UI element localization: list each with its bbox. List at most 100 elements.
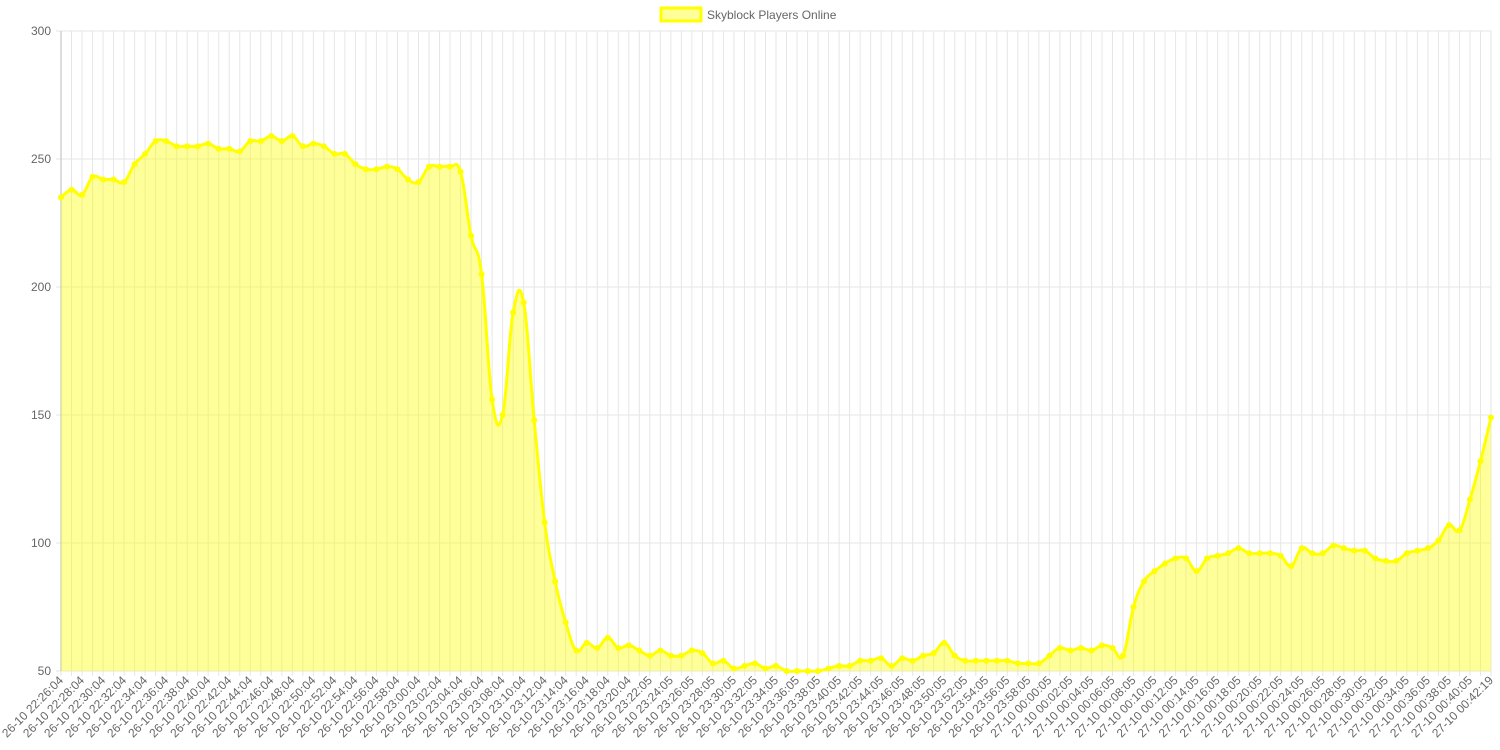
point bbox=[436, 163, 443, 170]
point bbox=[888, 662, 895, 669]
point bbox=[625, 642, 632, 649]
point bbox=[867, 657, 874, 664]
point bbox=[1477, 458, 1484, 465]
point bbox=[1256, 550, 1263, 557]
point bbox=[636, 647, 643, 654]
point bbox=[352, 161, 359, 168]
point bbox=[1204, 555, 1211, 562]
point bbox=[583, 639, 590, 646]
point bbox=[699, 650, 706, 657]
point bbox=[520, 299, 527, 306]
point bbox=[1445, 522, 1452, 529]
point bbox=[678, 652, 685, 659]
point bbox=[163, 138, 170, 145]
point bbox=[1488, 414, 1494, 421]
point bbox=[131, 161, 138, 168]
point bbox=[1056, 644, 1063, 651]
point bbox=[1183, 555, 1190, 562]
point bbox=[489, 396, 496, 403]
point bbox=[1077, 644, 1084, 651]
y-tick-label: 100 bbox=[31, 536, 51, 550]
point bbox=[951, 652, 958, 659]
point bbox=[247, 138, 254, 145]
point bbox=[1014, 660, 1021, 667]
point bbox=[1351, 547, 1358, 554]
point bbox=[1361, 547, 1368, 554]
point bbox=[962, 657, 969, 664]
point bbox=[373, 166, 380, 173]
point bbox=[815, 668, 822, 674]
point bbox=[993, 657, 1000, 664]
point bbox=[1151, 568, 1158, 575]
point bbox=[773, 662, 779, 669]
point bbox=[1277, 552, 1284, 559]
point bbox=[1025, 660, 1032, 667]
point bbox=[846, 662, 853, 669]
point bbox=[1246, 550, 1253, 557]
point bbox=[415, 179, 422, 186]
point bbox=[751, 660, 758, 667]
point bbox=[268, 132, 275, 139]
point bbox=[1130, 604, 1137, 610]
point bbox=[152, 138, 159, 145]
point bbox=[1466, 496, 1473, 503]
point bbox=[941, 639, 948, 646]
point bbox=[1267, 550, 1274, 557]
point bbox=[383, 163, 390, 170]
point bbox=[573, 647, 580, 654]
point bbox=[741, 662, 748, 669]
point bbox=[804, 668, 811, 674]
point bbox=[762, 665, 769, 672]
point bbox=[1067, 647, 1074, 654]
point bbox=[468, 232, 475, 239]
point bbox=[720, 657, 727, 664]
point bbox=[1414, 547, 1421, 554]
point bbox=[1046, 652, 1053, 659]
point bbox=[562, 619, 569, 626]
point bbox=[58, 194, 64, 201]
point bbox=[1235, 545, 1242, 552]
point bbox=[1088, 647, 1095, 654]
point bbox=[121, 179, 128, 186]
point bbox=[331, 150, 338, 157]
point bbox=[1162, 560, 1169, 567]
legend-label: Skyblock Players Online bbox=[707, 8, 837, 22]
point bbox=[688, 647, 695, 654]
point bbox=[426, 163, 433, 170]
point bbox=[920, 652, 927, 659]
point bbox=[510, 309, 517, 316]
y-tick-label: 250 bbox=[31, 152, 51, 166]
point bbox=[1214, 552, 1221, 559]
point bbox=[594, 644, 601, 651]
point bbox=[794, 668, 801, 674]
point bbox=[310, 140, 317, 147]
point bbox=[320, 143, 327, 150]
point bbox=[236, 148, 243, 155]
point bbox=[110, 176, 117, 183]
point bbox=[457, 168, 464, 175]
point bbox=[783, 668, 790, 674]
point bbox=[478, 271, 485, 278]
point bbox=[215, 145, 222, 152]
point bbox=[341, 150, 348, 157]
point bbox=[1172, 555, 1179, 562]
point bbox=[299, 143, 306, 150]
point bbox=[1298, 545, 1305, 552]
point bbox=[1035, 660, 1042, 667]
point bbox=[857, 657, 864, 664]
point bbox=[447, 163, 454, 170]
point bbox=[1435, 537, 1442, 544]
point bbox=[604, 634, 611, 641]
point bbox=[646, 652, 653, 659]
point bbox=[194, 143, 201, 150]
point bbox=[257, 138, 264, 145]
point bbox=[205, 140, 212, 147]
point bbox=[1319, 550, 1326, 557]
point bbox=[1382, 557, 1389, 564]
point bbox=[394, 166, 401, 173]
point bbox=[1288, 563, 1295, 570]
point bbox=[878, 655, 885, 662]
point bbox=[531, 417, 538, 424]
point bbox=[1330, 542, 1337, 549]
